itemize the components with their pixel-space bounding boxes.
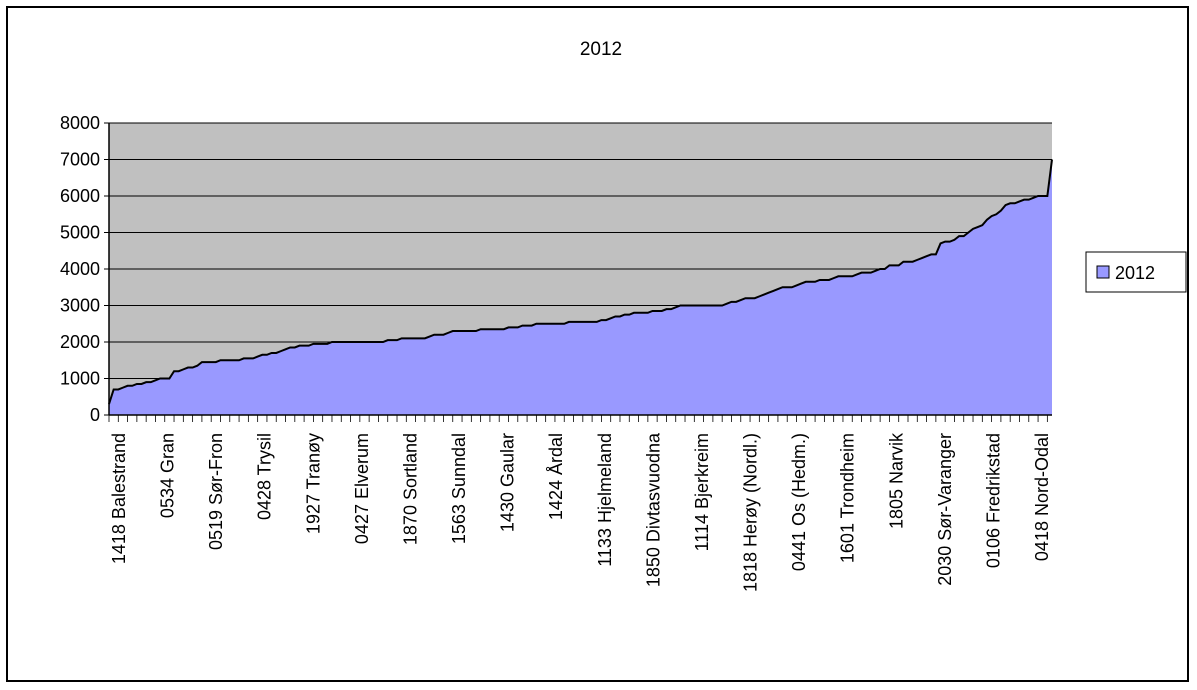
x-tick-label: 1418 Balestrand [109,433,129,564]
x-tick-label: 0441 Os (Hedm.) [789,433,809,571]
x-tick-label: 1870 Sortland [401,433,421,545]
x-tick-label: 0106 Fredrikstad [983,433,1003,568]
y-tick-label: 4000 [60,259,100,279]
x-tick-label: 1424 Årdal [546,433,566,520]
y-tick-label: 6000 [60,186,100,206]
legend-box [1085,251,1187,293]
chart-frame: 2012 0 1000 2000 3000 4000 5000 6000 7000 8000 14… [6,6,1189,682]
y-tick-label: 7000 [60,150,100,170]
area-series-2012 [109,159,1052,415]
x-tick-label: 1114 Bjerkreim [692,433,712,551]
x-tick-label: 1601 Trondheim [838,433,858,563]
y-tick-label: 0 [90,405,100,425]
x-tick-label: 0427 Elverum [352,433,372,544]
y-tick-label: 2000 [60,332,100,352]
x-tick-label: 1805 Narvik [886,432,906,529]
x-tick-label: 0534 Gran [158,433,178,518]
x-tick-label: 1133 Hjelmeland [595,433,615,567]
x-tick-label: 0519 Sør-Fron [206,433,226,550]
x-tick-label: 1850 Divtasvuodna [643,432,663,587]
plot-area: 0 1000 2000 3000 4000 5000 6000 7000 8000 1418 Ba… [60,113,1053,592]
legend-entry-label: 2012 [1115,263,1155,283]
x-tick-label: 0418 Nord-Odal [1032,433,1052,561]
y-tick-label: 5000 [60,223,100,243]
x-tick-label: 1563 Sunndal [449,433,469,544]
y-tick-label: 8000 [60,113,100,133]
x-tick-label: 2030 Sør-Varanger [935,433,955,586]
legend: 2012 [1085,251,1187,293]
legend-swatch [1096,265,1110,279]
chart-title: 2012 [580,39,622,60]
x-tick-label: 0428 Trysil [255,433,275,520]
y-tick-label: 1000 [60,369,100,389]
area-outline-2012 [108,159,1053,405]
y-tick-label: 3000 [60,296,100,316]
x-tick-label: 1430 Gaular [498,433,518,532]
x-tick-label: 1818 Herøy (Nordl.) [741,433,761,592]
area-chart: 2012 0 1000 2000 3000 4000 5000 6000 7000 8000 14… [60,39,1187,592]
x-tick-label: 1927 Tranøy [303,433,323,534]
